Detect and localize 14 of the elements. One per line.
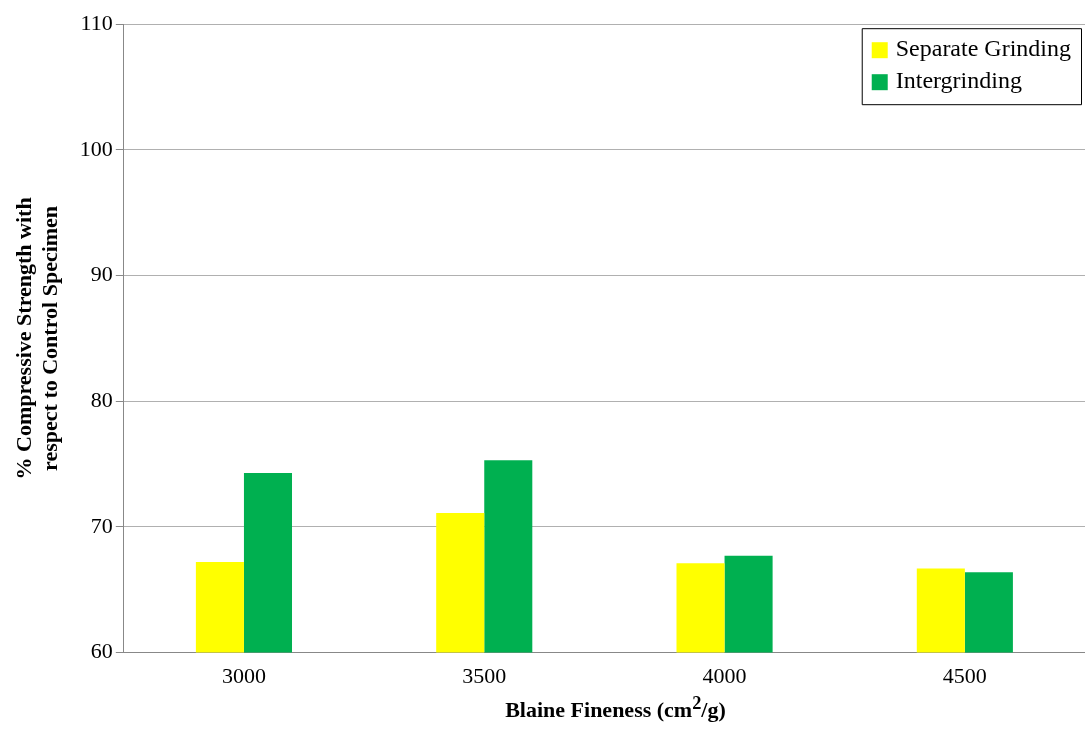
y-tick-label: 90 (90, 261, 113, 287)
x-axis-title: Blaine Fineness (cm$^{2}$/g) (504, 693, 727, 724)
legend-label: Separate Grinding (895, 35, 1071, 62)
y-tick-label: 100 (79, 135, 113, 161)
legend-label: Intergrinding (895, 67, 1022, 94)
x-tick-label: 4000 (702, 662, 747, 688)
y-tick-label: 80 (90, 387, 113, 413)
y-tick-label: 70 (90, 512, 113, 538)
y-axis-title: % Compressive Strength with respect to Control Specimen (10, 197, 63, 480)
x-tick-label: 4500 (942, 662, 987, 688)
x-tick-label: 3000 (221, 662, 266, 688)
y-tick-label: 110 (80, 9, 113, 35)
x-tick-label: 3500 (462, 662, 507, 688)
y-tick-label: 60 (90, 638, 113, 664)
